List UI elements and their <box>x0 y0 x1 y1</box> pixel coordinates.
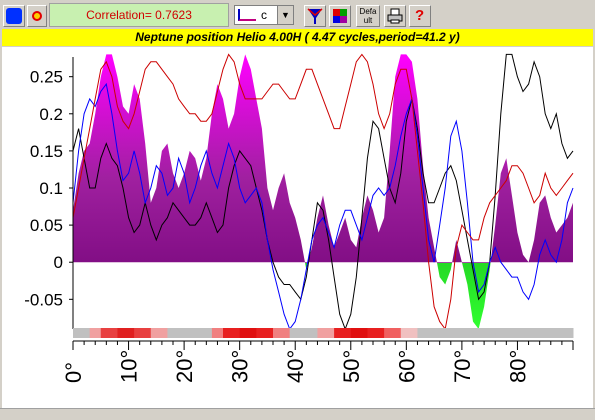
flower-button[interactable] <box>27 5 47 27</box>
strip-segment <box>239 328 257 338</box>
y-tick-label: 0.1 <box>39 179 63 198</box>
y-tick-label: 0 <box>54 253 63 272</box>
blue-square-icon <box>6 8 22 24</box>
filter-funnel-icon <box>307 8 323 24</box>
strip-segment <box>223 328 241 338</box>
y-tick-label: 0.05 <box>30 216 63 235</box>
strip-segment <box>434 328 452 338</box>
area-positive <box>73 54 573 263</box>
strip-segment <box>517 328 535 338</box>
series-line-2 <box>72 53 574 330</box>
strip-segment <box>350 328 368 338</box>
x-tick-label: 70° <box>450 350 475 383</box>
line-sample-icon <box>238 9 256 21</box>
x-tick-label: 10° <box>117 350 142 383</box>
strip-segment <box>317 328 335 338</box>
toolbar: Correlation= 0.7623 c ▼ Defa ult ? <box>0 0 595 30</box>
strip-segment <box>567 328 574 338</box>
series-line-1 <box>72 82 574 330</box>
strip-segment <box>200 328 213 338</box>
strip-segment <box>89 328 102 338</box>
x-tick-label: 30° <box>228 350 253 383</box>
strip-segment <box>273 328 291 338</box>
chart-title: Neptune position Helio 4.00H ( 4.47 cycl… <box>2 29 593 46</box>
x-tick-label: 40° <box>283 350 308 383</box>
strip-segment <box>256 328 274 338</box>
strip-segment <box>500 328 518 338</box>
y-tick-label: 0.25 <box>30 68 63 87</box>
x-tick-label: 20° <box>172 350 197 383</box>
colors-button[interactable] <box>329 5 351 27</box>
strip-segment <box>289 328 307 338</box>
strip-segment <box>450 328 468 338</box>
strip-segment <box>550 328 568 338</box>
y-tick-label: -0.05 <box>24 290 63 309</box>
strip-segment <box>400 328 418 338</box>
strip-segment <box>73 328 91 338</box>
strip-segment <box>167 328 185 338</box>
strip-segment <box>367 328 385 338</box>
default-button-label: Defa ult <box>359 7 377 25</box>
strip-segment <box>150 328 168 338</box>
x-tick-label: 0° <box>61 362 86 383</box>
print-button[interactable] <box>384 5 406 27</box>
chevron-down-icon[interactable]: ▼ <box>277 6 293 24</box>
y-tick-label: 0.2 <box>39 105 63 124</box>
help-icon: ? <box>415 7 425 24</box>
pen-style-combo[interactable]: c ▼ <box>234 5 294 25</box>
blue-square-button[interactable] <box>3 5 25 27</box>
plot-area: 0.25 0.2 0.15 0.1 0.05 0 -0.05 0° 10° 20° 30° 40° 5… <box>2 47 593 419</box>
area-negative <box>305 263 491 329</box>
strip-segment <box>211 328 224 338</box>
strip-segment <box>306 328 318 338</box>
printer-icon <box>387 8 403 24</box>
flower-icon <box>32 11 42 21</box>
x-tick-label: 60° <box>394 350 419 383</box>
default-button[interactable]: Defa ult <box>356 5 380 27</box>
strip-segment <box>100 328 118 338</box>
x-tick-label: 80° <box>505 350 530 383</box>
strip-segment <box>534 328 552 338</box>
strip-segment <box>134 328 152 338</box>
strip-segment <box>417 328 435 338</box>
strip-segment <box>384 328 402 338</box>
strip-segment <box>117 328 135 338</box>
correlation-display: Correlation= 0.7623 <box>49 3 229 27</box>
strip-segment <box>334 328 352 338</box>
filter-button[interactable] <box>304 5 326 27</box>
y-tick-label: 0.15 <box>30 142 63 161</box>
chart-svg: 0.25 0.2 0.15 0.1 0.05 0 -0.05 0° 10° 20° 30° 40° 5… <box>24 53 574 383</box>
x-tick-label: 50° <box>339 350 364 383</box>
strip-segment <box>484 328 502 338</box>
pen-style-value: c <box>261 8 267 22</box>
strip-segment <box>184 328 202 338</box>
strip-segment <box>467 328 485 338</box>
help-button[interactable]: ? <box>409 5 431 27</box>
status-strip <box>0 408 595 420</box>
color-grid-icon <box>333 9 347 23</box>
